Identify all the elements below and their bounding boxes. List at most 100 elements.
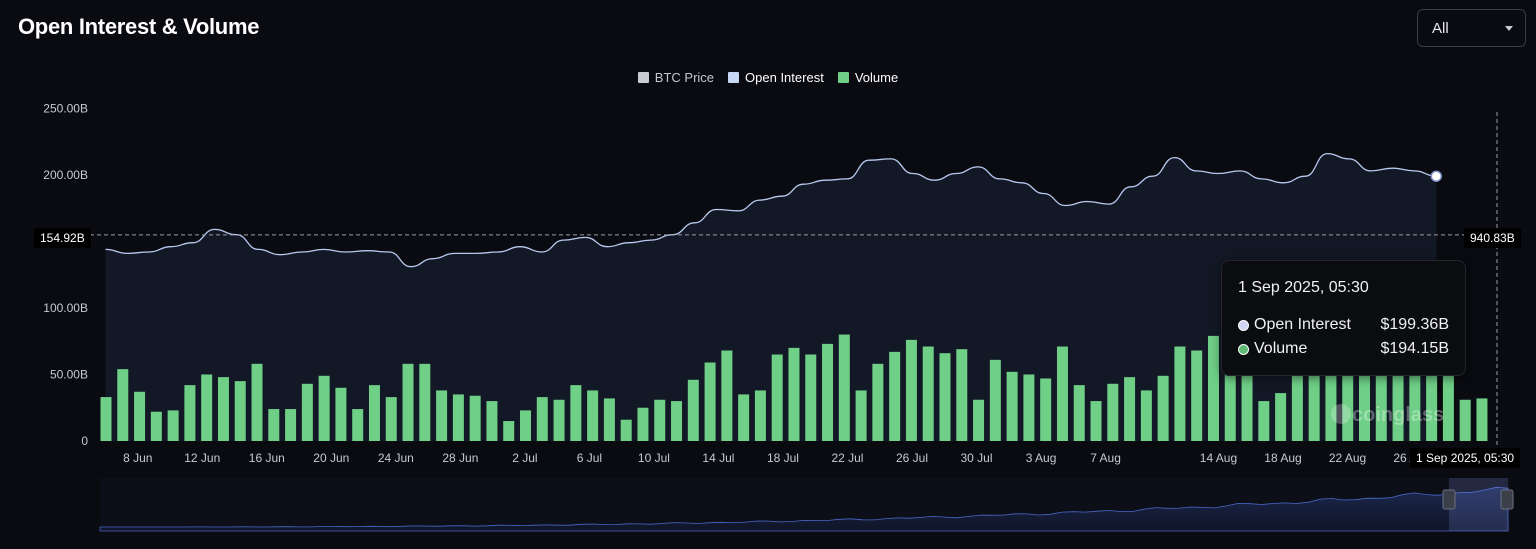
volume-bar: [1375, 367, 1387, 441]
x-tick-label: 7 Aug: [1090, 451, 1121, 465]
volume-bar: [654, 399, 666, 441]
volume-bar: [838, 334, 850, 441]
crosshair-y-label: 154.92B: [34, 228, 91, 248]
volume-bar: [452, 394, 464, 441]
volume-bar: [738, 394, 750, 441]
volume-bar: [536, 397, 548, 441]
tooltip-label-volume: Volume: [1254, 340, 1308, 357]
x-tick-label: 8 Jun: [123, 451, 152, 465]
volume-bar: [822, 343, 834, 441]
volume-bar: [1442, 353, 1454, 441]
volume-bar: [1258, 401, 1270, 441]
volume-bar: [1342, 370, 1354, 441]
volume-bar: [167, 410, 179, 441]
navigator-series: [99, 486, 1509, 532]
volume-bar: [1006, 371, 1018, 441]
volume-bar: [318, 375, 330, 441]
volume-bar: [1207, 335, 1219, 441]
volume-bar: [1409, 350, 1421, 441]
volume-bar: [251, 363, 263, 441]
volume-bar: [368, 385, 380, 441]
x-tick-label: 3 Aug: [1026, 451, 1057, 465]
x-tick-label: 14 Aug: [1200, 451, 1237, 465]
volume-bar: [503, 421, 515, 441]
volume-bar: [771, 354, 783, 441]
time-range-select[interactable]: All: [1417, 9, 1526, 47]
volume-bar: [301, 383, 313, 441]
navigator-left-handle: [1442, 489, 1456, 510]
x-tick-label: 12 Jun: [184, 451, 220, 465]
tooltip-time: 1 Sep 2025, 05:30: [1238, 279, 1369, 296]
volume-bar: [134, 391, 146, 441]
volume-bar: [1325, 341, 1337, 441]
volume-bar: [855, 390, 867, 441]
volume-bar: [117, 369, 129, 441]
y-tick-label: 200.00B: [43, 168, 88, 182]
tooltip-dot-volume: [1238, 343, 1249, 355]
x-tick-label: 18 Aug: [1264, 451, 1301, 465]
open-interest-marker: [1430, 170, 1443, 182]
volume-bar: [436, 390, 448, 441]
y-tick-label: 50.00B: [50, 367, 88, 381]
tooltip-value-volume: $194.15B: [1380, 340, 1449, 357]
x-tick-label: 22 Aug: [1329, 451, 1366, 465]
volume-bar: [905, 339, 917, 441]
volume-bar: [385, 397, 397, 441]
legend-swatch-btc-price: [637, 72, 649, 83]
volume-bar: [1426, 347, 1438, 441]
time-range-value: All: [1432, 19, 1449, 37]
volume-bar: [687, 379, 699, 441]
x-tick-label: 24 Jun: [378, 451, 414, 465]
volume-bar: [201, 374, 213, 441]
coinglass-logo-icon: [1331, 404, 1351, 424]
legend-label-volume: Volume: [854, 70, 899, 85]
volume-bar: [217, 377, 229, 441]
volume-bar: [1090, 401, 1102, 441]
volume-bar: [268, 409, 280, 441]
volume-bar: [335, 387, 347, 441]
volume-bar: [889, 351, 901, 441]
volume-bar: [1359, 347, 1370, 441]
chevron-down-icon: [1505, 25, 1513, 31]
volume-bar: [1023, 374, 1035, 441]
volume-bar: [570, 385, 582, 441]
legend-item-volume[interactable]: Volume: [837, 70, 899, 85]
tooltip-row-open-interest: Open Interest $199.36B: [1238, 313, 1449, 337]
volume-bar: [1140, 390, 1152, 441]
volume-bar: [973, 399, 985, 441]
volume-bar: [1459, 399, 1471, 441]
chart-legend: BTC Price Open Interest Volume: [0, 70, 1536, 85]
volume-bar: [553, 399, 565, 441]
navigator-selection: [1449, 478, 1508, 531]
y-tick-label: 250.00B: [43, 101, 88, 115]
x-tick-label: 10 Jul: [638, 451, 670, 465]
legend-item-btc-price[interactable]: BTC Price: [637, 70, 714, 85]
x-tick-label: 30 Jul: [961, 451, 993, 465]
volume-bar: [100, 397, 112, 441]
volume-bar: [1191, 350, 1203, 441]
volume-bar: [939, 353, 951, 441]
volume-bar: [704, 362, 716, 441]
volume-bar: [1073, 385, 1085, 441]
volume-bar: [419, 363, 431, 441]
x-tick-label: 28 Jun: [442, 451, 478, 465]
volume-bar: [1241, 321, 1253, 441]
volume-bar: [150, 411, 162, 441]
volume-bar: [788, 347, 800, 441]
volume-bar: [520, 410, 531, 441]
volume-bar: [1124, 377, 1136, 441]
x-tick-label: 18 Jul: [767, 451, 799, 465]
legend-swatch-open-interest: [728, 72, 740, 83]
volume-bar: [587, 390, 599, 441]
volume-bar: [805, 354, 817, 441]
volume-bar: [1275, 393, 1287, 441]
coinglass-watermark: coinglass: [1352, 404, 1444, 426]
legend-item-open-interest[interactable]: Open Interest: [728, 70, 824, 85]
volume-bar: [603, 398, 615, 441]
volume-bar: [1056, 346, 1068, 441]
tooltip-row-volume: Volume $194.15B: [1238, 337, 1449, 361]
volume-bar: [989, 359, 1001, 441]
volume-bar: [872, 363, 884, 441]
volume-bar: [1291, 346, 1303, 441]
